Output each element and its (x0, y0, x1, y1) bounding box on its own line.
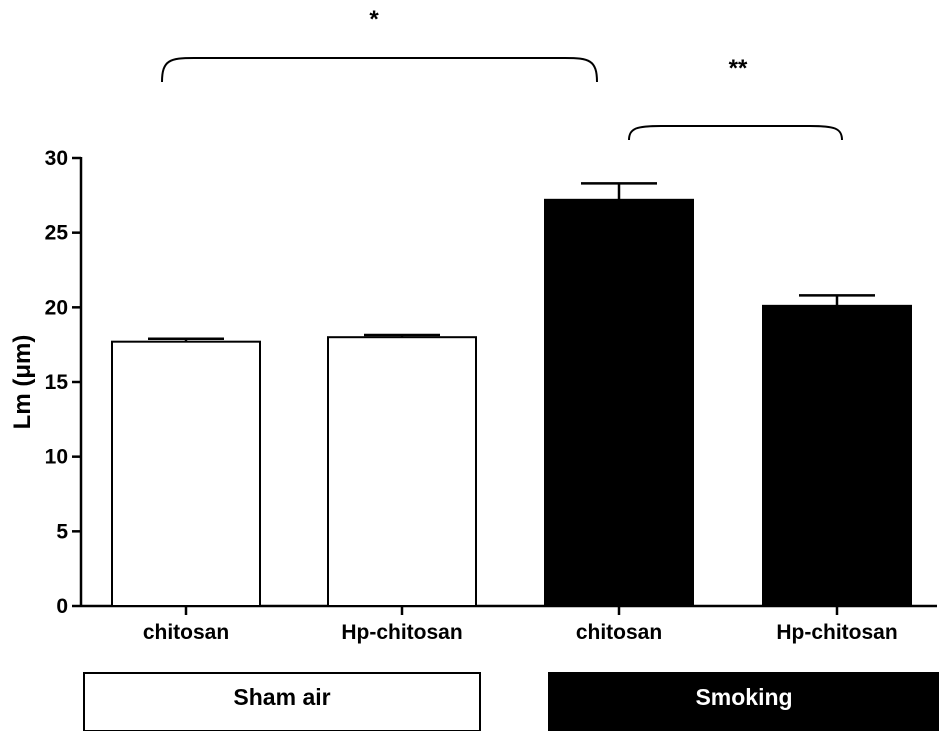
y-tick-label: 25 (45, 222, 69, 245)
bar (763, 306, 911, 606)
significance-bracket (629, 126, 842, 140)
bar (328, 337, 476, 606)
y-tick-label: 20 (45, 296, 68, 319)
bars (112, 183, 911, 606)
group-boxes: Sham air Smoking (84, 673, 939, 731)
category-label: Hp-chitosan (776, 621, 897, 644)
y-tick-label: 0 (56, 595, 68, 618)
category-label: chitosan (576, 621, 662, 644)
y-tick-label: 15 (45, 371, 69, 394)
significance-brackets: *** (162, 6, 842, 140)
group-label: Smoking (695, 684, 792, 710)
bar (112, 342, 260, 606)
y-tick-label: 10 (45, 446, 68, 469)
y-axis-title: Lm (μm) (9, 335, 36, 430)
category-label: chitosan (143, 621, 229, 644)
significance-label: ** (729, 55, 748, 82)
group-label: Sham air (233, 684, 330, 710)
significance-label: * (369, 6, 379, 33)
bar (545, 200, 693, 606)
category-label: Hp-chitosan (341, 621, 462, 644)
significance-bracket (162, 58, 597, 82)
y-tick-label: 30 (45, 147, 68, 170)
y-tick-label: 5 (56, 520, 68, 543)
